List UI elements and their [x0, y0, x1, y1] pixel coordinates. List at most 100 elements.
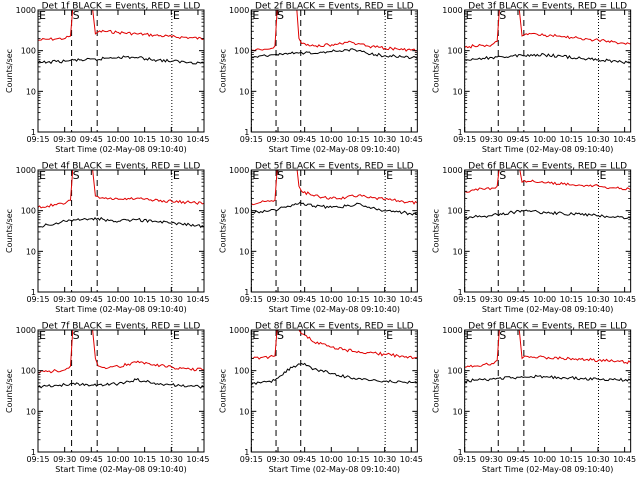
y-tick-label: 1 [31, 448, 36, 457]
series-line [464, 209, 631, 220]
y-tick-label: 100 [234, 207, 249, 216]
x-tick-label: 10:15 [346, 455, 369, 464]
axis-frame [250, 9, 418, 133]
plot-area [38, 10, 204, 132]
x-tick-label: 10:30 [586, 295, 609, 304]
detector-panel: Det 9f BLACK = Events, RED = LLD 1 10 100 10… [432, 322, 636, 475]
panel-title: Det 4f BLACK = Events, RED = LLD [42, 162, 201, 172]
series-line [251, 48, 418, 60]
marker-label: S [73, 169, 80, 182]
x-tick-label: 09:30 [480, 295, 503, 304]
x-tick-label: 10:15 [133, 135, 156, 144]
axis-frame [464, 329, 632, 453]
x-tick-label: 10:30 [160, 135, 183, 144]
y-tick-label: 100 [447, 47, 462, 56]
axis-frame [37, 9, 205, 133]
x-tick-label: 10:00 [320, 455, 343, 464]
panel-title: Det 6f BLACK = Events, RED = LLD [468, 162, 627, 172]
x-tick-label: 10:30 [586, 135, 609, 144]
y-tick-label: 100 [447, 207, 462, 216]
y-tick-label: 1000 [16, 6, 36, 15]
y-tick-label: 1000 [442, 6, 462, 15]
detector-panel: Det 5f BLACK = Events, RED = LLD 1 10 100 10… [218, 162, 422, 315]
series-line [251, 330, 418, 360]
y-tick-label: 1000 [16, 326, 36, 335]
y-tick-label: 10 [26, 247, 36, 256]
y-axis-label: Counts/sec [5, 209, 14, 253]
series-line [38, 10, 204, 41]
marker-label: S [499, 329, 506, 342]
x-tick-label: 09:15 [453, 455, 476, 464]
series-line [38, 216, 204, 229]
x-tick-label: 10:15 [560, 295, 583, 304]
x-tick-label: 09:30 [266, 295, 289, 304]
x-tick-label: 10:30 [373, 295, 396, 304]
x-tick-label: 10:30 [160, 295, 183, 304]
y-axis-label: Counts/sec [432, 209, 441, 253]
plot-area [464, 330, 631, 452]
marker-label: E [39, 169, 46, 182]
y-tick-label: 10 [26, 87, 36, 96]
panel-title: Det 7f BLACK = Events, RED = LLD [42, 322, 201, 332]
x-tick-label: 10:00 [533, 455, 556, 464]
axis-frame [250, 329, 418, 453]
marker-label: E [466, 9, 473, 22]
x-axis-label: Start Time (02-May-08 09:10:40) [482, 305, 613, 314]
axis-frame [464, 169, 632, 293]
plot-area [38, 170, 204, 292]
marker-label: E [386, 329, 393, 342]
x-tick-label: 09:45 [80, 455, 103, 464]
x-tick-label: 10:45 [400, 135, 423, 144]
y-tick-label: 1 [244, 288, 249, 297]
y-tick-label: 1 [458, 448, 463, 457]
x-tick-label: 10:15 [133, 295, 156, 304]
marker-label: E [39, 329, 46, 342]
detector-panel: Det 4f BLACK = Events, RED = LLD 1 10 100 10… [5, 162, 209, 315]
y-axis-label: Counts/sec [5, 369, 14, 413]
detector-panel: Det 6f BLACK = Events, RED = LLD 1 10 100 10… [432, 162, 636, 315]
x-tick-label: 09:45 [293, 455, 316, 464]
y-axis-label: Counts/sec [432, 49, 441, 93]
x-tick-label: 09:45 [506, 135, 529, 144]
marker-label: E [466, 329, 473, 342]
y-tick-label: 10 [239, 247, 249, 256]
detector-panel: Det 7f BLACK = Events, RED = LLD 1 10 100 10… [5, 322, 209, 475]
y-tick-label: 1 [244, 448, 249, 457]
x-tick-label: 10:30 [373, 135, 396, 144]
plot-area [251, 170, 418, 292]
x-axis-label: Start Time (02-May-08 09:10:40) [55, 465, 186, 474]
y-axis-label: Counts/sec [218, 209, 227, 253]
plot-area [464, 170, 631, 292]
x-tick-label: 10:45 [613, 135, 636, 144]
marker-label: E [173, 169, 180, 182]
x-tick-label: 09:15 [453, 135, 476, 144]
series-line [464, 10, 631, 49]
series-line [251, 10, 418, 52]
x-tick-label: 09:15 [240, 135, 263, 144]
series-line [38, 377, 204, 389]
x-axis-label: Start Time (02-May-08 09:10:40) [482, 465, 613, 474]
series-line [464, 374, 631, 384]
x-tick-label: 10:00 [106, 135, 129, 144]
x-tick-label: 10:00 [533, 295, 556, 304]
y-axis-label: Counts/sec [218, 369, 227, 413]
x-tick-label: 10:30 [373, 455, 396, 464]
x-tick-label: 10:15 [133, 455, 156, 464]
plot-area [251, 10, 418, 132]
x-axis-label: Start Time (02-May-08 09:10:40) [55, 145, 186, 154]
x-tick-label: 10:15 [346, 135, 369, 144]
y-tick-label: 100 [21, 367, 36, 376]
x-axis-label: Start Time (02-May-08 09:10:40) [269, 465, 400, 474]
panel-title: Det 9f BLACK = Events, RED = LLD [468, 322, 627, 332]
x-tick-label: 10:15 [346, 295, 369, 304]
marker-label: E [252, 169, 259, 182]
series-line [464, 52, 631, 65]
detector-panel: Det 2f BLACK = Events, RED = LLD 1 10 100 10… [218, 2, 422, 155]
detector-panel: Det 1f BLACK = Events, RED = LLD 1 10 100 10… [5, 2, 209, 155]
y-tick-label: 10 [452, 87, 462, 96]
x-tick-label: 10:30 [586, 455, 609, 464]
axis-frame [37, 169, 205, 293]
y-tick-label: 100 [234, 367, 249, 376]
x-tick-label: 09:45 [293, 135, 316, 144]
